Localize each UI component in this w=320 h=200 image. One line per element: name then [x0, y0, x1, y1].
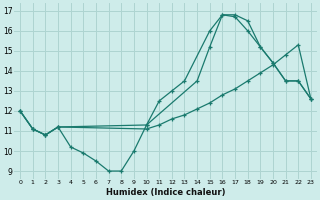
X-axis label: Humidex (Indice chaleur): Humidex (Indice chaleur)	[106, 188, 225, 197]
